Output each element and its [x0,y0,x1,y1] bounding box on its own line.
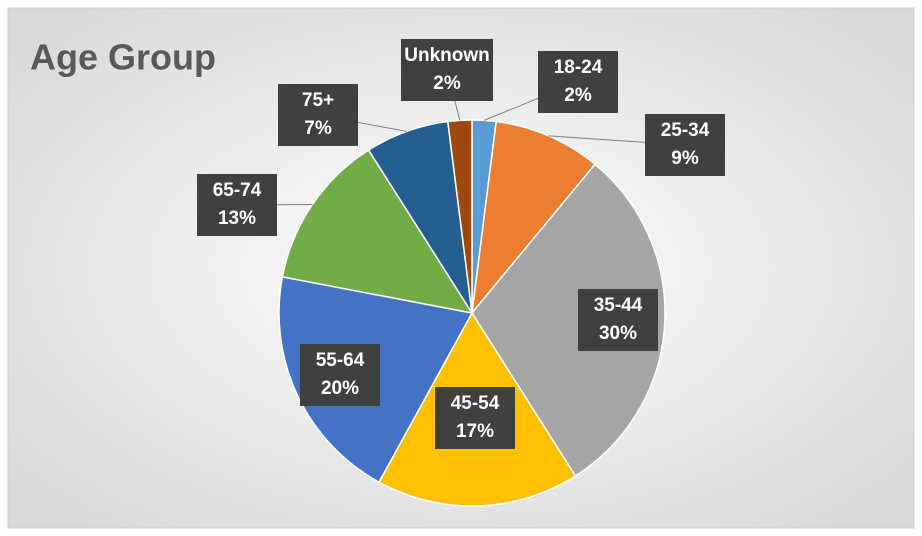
label-box [401,39,493,101]
value-label: 9% [671,148,699,169]
value-label: 2% [433,73,461,94]
value-label: 7% [304,118,332,139]
category-label: 35-44 [594,295,643,316]
pie-slice [470,120,597,316]
category-label: 45-54 [451,393,500,414]
pie-slice [446,119,473,314]
value-label: 17% [456,421,494,442]
label-box [300,344,380,406]
label-box [645,114,725,176]
label-box [538,51,618,113]
category-label: Unknown [404,45,490,66]
value-label: 13% [218,208,256,229]
category-label: 25-34 [661,120,710,141]
labels: 18-24 2% 25-34 9% 35-44 30% 45-54 17% 55-64 20% 65… [197,39,725,449]
chart-title: Age Group [30,37,216,78]
category-label: 65-74 [213,180,262,201]
label-box [278,84,358,146]
value-label: 30% [599,323,637,344]
label-box [197,174,277,236]
category-label: 55-64 [316,350,365,371]
value-label: 2% [564,85,592,106]
pie-slice [281,149,474,315]
value-label: 20% [321,378,359,399]
category-label: 18-24 [554,57,603,78]
category-label: 75+ [302,90,334,111]
label-box [435,387,515,449]
pie-slice [471,163,666,477]
label-box [578,289,658,351]
